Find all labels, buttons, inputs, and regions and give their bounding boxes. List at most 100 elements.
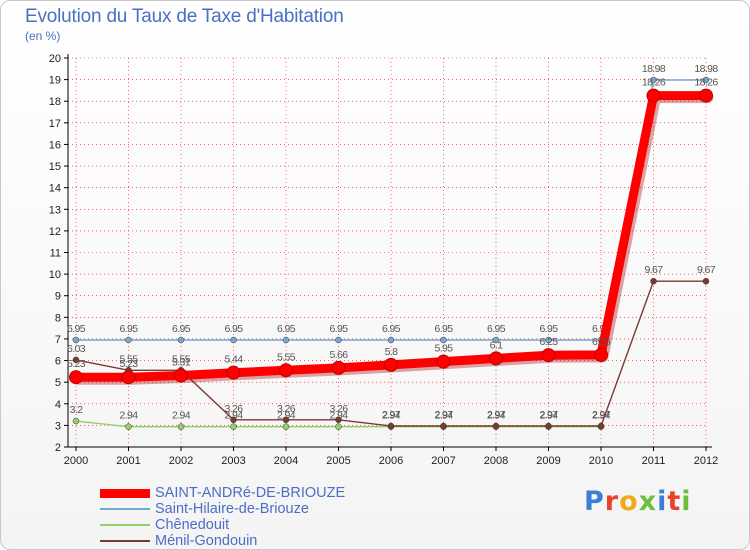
- data-label: 9.67: [697, 264, 716, 276]
- data-point: [69, 370, 83, 385]
- data-point: [545, 336, 552, 344]
- data-label: 6.1: [490, 339, 504, 351]
- data-label: 6.95: [382, 323, 401, 335]
- data-point: [384, 357, 398, 372]
- y-tick-label: 15: [49, 161, 61, 173]
- data-point: [72, 356, 80, 364]
- data-label: 6.95: [277, 323, 296, 335]
- x-tick-label: 2000: [64, 455, 88, 467]
- x-tick-label: 2003: [221, 455, 245, 467]
- y-tick-label: 11: [50, 248, 61, 260]
- y-tick-label: 12: [49, 226, 61, 238]
- data-point: [650, 76, 657, 84]
- y-tick-label: 13: [49, 204, 61, 216]
- x-tick-label: 2011: [642, 455, 666, 467]
- data-label: 18.98: [642, 63, 666, 75]
- data-point: [174, 368, 188, 383]
- data-point: [702, 76, 710, 84]
- data-point: [177, 336, 185, 344]
- x-tick-label: 2008: [484, 455, 508, 467]
- data-label: 2.94: [119, 410, 138, 422]
- y-tick-label: 20: [49, 53, 61, 65]
- data-point: [125, 336, 132, 344]
- data-label: 3.2: [70, 404, 84, 416]
- data-label: 6.95: [329, 323, 348, 335]
- data-label: 2.94: [487, 410, 506, 422]
- data-label: 3.26: [329, 403, 348, 415]
- data-point: [440, 422, 447, 430]
- data-label: 6.95: [487, 323, 506, 335]
- data-point: [282, 423, 290, 430]
- data-label: 2.97: [382, 409, 401, 421]
- data-label: 2.97: [539, 409, 558, 421]
- data-label: 6.95: [67, 323, 86, 335]
- data-point: [177, 423, 185, 430]
- x-tick-label: 2012: [694, 455, 718, 467]
- data-label: 6.25: [539, 336, 558, 348]
- y-tick-label: 9: [55, 291, 61, 303]
- data-label: 2.94: [434, 410, 453, 422]
- x-tick-label: 2010: [589, 455, 613, 467]
- x-tick-label: 2007: [431, 455, 455, 467]
- data-label: 2.94: [329, 410, 348, 422]
- data-point: [597, 422, 605, 430]
- data-label: 6.95: [172, 323, 191, 335]
- data-label: 5.8: [385, 346, 399, 358]
- data-label: 2.97: [434, 409, 453, 421]
- data-point: [230, 416, 237, 424]
- legend-label: Saint-Hilaire-de-Briouze: [155, 501, 309, 517]
- y-tick-label: 4: [55, 399, 61, 411]
- data-label: 18.98: [694, 63, 718, 75]
- y-tick-label: 14: [49, 183, 61, 195]
- data-label: 2.94: [172, 410, 191, 422]
- data-point: [282, 416, 290, 424]
- data-point: [230, 336, 237, 344]
- data-label: 2.94: [277, 410, 296, 422]
- data-label: 18.26: [694, 77, 718, 89]
- legend-label: SAINT-ANDRé-DE-BRIOUZE: [155, 485, 346, 501]
- data-label: 18.26: [642, 77, 666, 89]
- data-label: 2.97: [592, 409, 611, 421]
- y-tick-label: 3: [55, 420, 61, 432]
- data-label: 5.66: [329, 349, 348, 361]
- data-label: 6.95: [539, 323, 558, 335]
- data-point: [335, 416, 342, 424]
- data-point: [230, 423, 237, 430]
- legend-swatch: [100, 508, 150, 510]
- data-label: 2.94: [224, 410, 243, 422]
- data-label: 5.55: [277, 351, 296, 363]
- chart-title: Evolution du Taux de Taxe d'Habitation: [25, 6, 344, 27]
- y-tick-label: 7: [55, 334, 61, 346]
- y-tick-label: 19: [49, 75, 61, 87]
- y-tick-label: 10: [49, 269, 61, 281]
- data-point: [279, 363, 293, 378]
- data-point: [492, 336, 500, 344]
- x-tick-label: 2001: [116, 455, 140, 467]
- data-point: [541, 348, 556, 363]
- data-point: [492, 422, 500, 430]
- x-tick-label: 2006: [379, 455, 403, 467]
- series-1: 6.95 6.95 6.95 6.95 6.95 6.95 6.95 6.95 6.95 6.95…: [67, 63, 719, 344]
- data-label: 5.55: [119, 353, 138, 365]
- data-point: [699, 88, 713, 103]
- data-point: [489, 351, 503, 366]
- legend-label: Chênedouit: [155, 517, 230, 533]
- data-label: 5.31: [172, 356, 191, 368]
- data-label: 2.94: [539, 410, 558, 422]
- data-label: 5.44: [224, 354, 243, 366]
- data-point: [121, 370, 136, 385]
- y-unit-label: (en %): [25, 29, 61, 43]
- data-point: [72, 417, 80, 425]
- y-tick-label: 17: [49, 118, 61, 130]
- data-point: [545, 422, 552, 430]
- data-point: [650, 277, 657, 285]
- y-tick-label: 6: [55, 356, 61, 368]
- data-point: [702, 277, 710, 285]
- data-point: [335, 423, 342, 430]
- data-point: [436, 354, 451, 369]
- data-label: 5.23: [67, 358, 86, 370]
- y-tick-label: 5: [55, 377, 61, 389]
- data-label: 3.26: [277, 403, 296, 415]
